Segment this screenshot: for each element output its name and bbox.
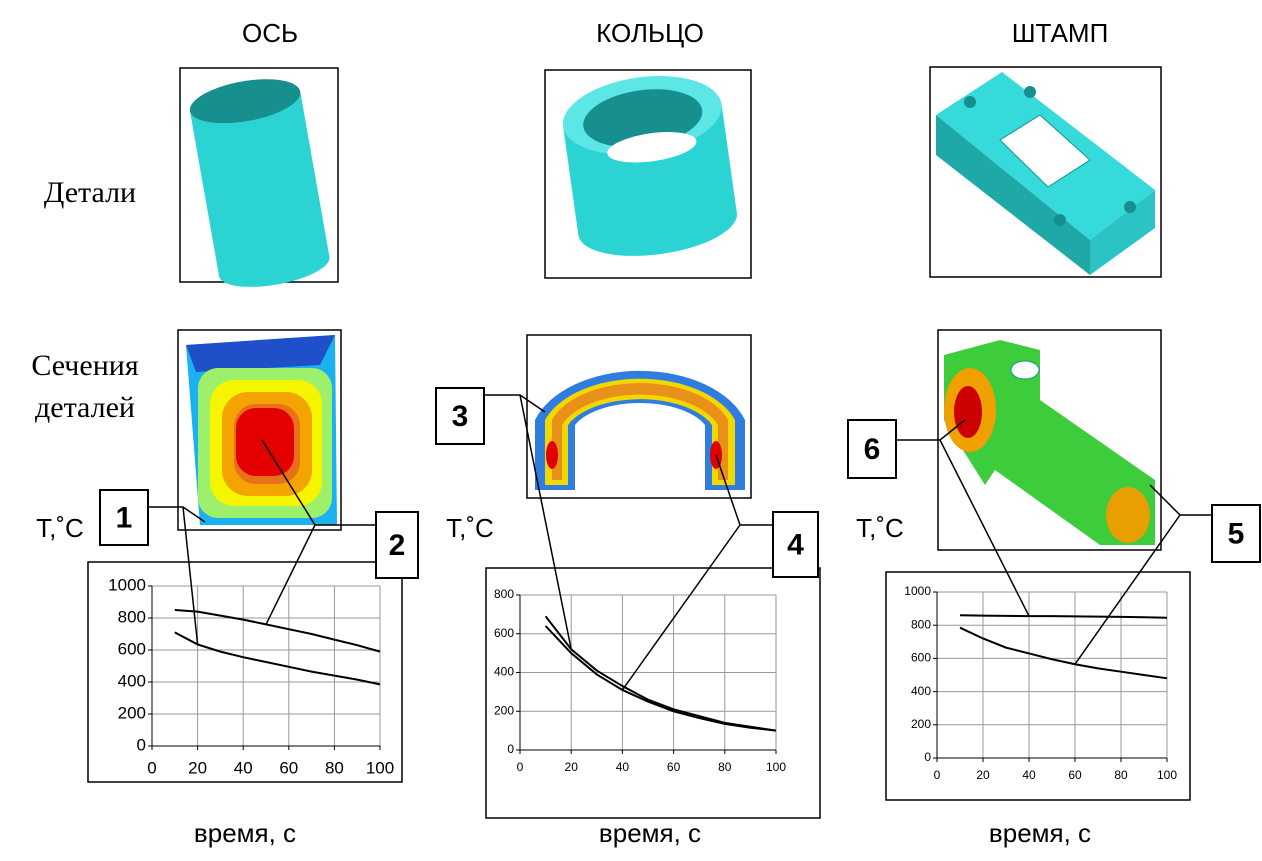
y-tick-label: 200 — [911, 717, 931, 731]
y-tick-label: 400 — [911, 684, 931, 698]
x-tick-label: 100 — [366, 758, 394, 777]
page: Детали Сечения деталей — [0, 0, 1262, 861]
x-tick-label: 100 — [766, 760, 786, 774]
column-title: ШТАМП — [1012, 18, 1109, 48]
y-tick-label: 600 — [118, 639, 146, 658]
y-tick-label: 200 — [118, 703, 146, 722]
section-die — [938, 330, 1161, 550]
x-tick-label: 0 — [934, 768, 941, 782]
x-tick-label: 40 — [234, 758, 253, 777]
x-tick-label: 20 — [976, 768, 990, 782]
x-tick-label: 20 — [565, 760, 579, 774]
y-tick-label: 800 — [911, 617, 931, 631]
y-tick-label: 800 — [494, 587, 514, 601]
column-title: ОСЬ — [242, 18, 298, 48]
y-axis-label: T,˚C — [856, 513, 904, 543]
x-tick-label: 60 — [667, 760, 681, 774]
callout-label: 2 — [389, 529, 406, 562]
y-tick-label: 0 — [507, 742, 514, 756]
figure: Детали Сечения деталей — [0, 0, 1262, 861]
part-die — [930, 67, 1161, 277]
part-ring — [545, 66, 751, 278]
callout-label: 4 — [787, 528, 804, 561]
x-tick-label: 80 — [718, 760, 732, 774]
x-tick-label: 60 — [279, 758, 298, 777]
chart-frame — [886, 572, 1190, 800]
section-ring — [527, 335, 751, 498]
x-axis-label: время, с — [194, 818, 296, 848]
row-label: Детали — [44, 176, 136, 209]
y-tick-label: 600 — [911, 651, 931, 665]
y-axis-label: T,˚C — [36, 513, 84, 543]
section-shaft — [178, 330, 341, 530]
x-tick-label: 100 — [1157, 768, 1177, 782]
chart-frame — [486, 568, 820, 818]
callout-label: 6 — [864, 433, 881, 466]
y-tick-label: 600 — [494, 626, 514, 640]
y-tick-label: 1000 — [904, 584, 931, 598]
x-axis-label: время, с — [989, 818, 1091, 848]
x-tick-label: 60 — [1068, 768, 1082, 782]
x-tick-label: 80 — [325, 758, 344, 777]
y-tick-label: 0 — [137, 735, 146, 754]
callout-label: 3 — [452, 400, 469, 433]
x-axis-label: время, с — [599, 818, 701, 848]
y-tick-label: 1000 — [108, 575, 146, 594]
y-tick-label: 400 — [118, 671, 146, 690]
y-tick-label: 0 — [924, 750, 931, 764]
callout-label: 5 — [1228, 517, 1245, 550]
part-shaft — [180, 68, 338, 294]
x-tick-label: 0 — [147, 758, 156, 777]
x-tick-label: 80 — [1114, 768, 1128, 782]
y-tick-label: 400 — [494, 665, 514, 679]
x-tick-label: 40 — [616, 760, 630, 774]
y-axis-label: T,˚C — [446, 513, 494, 543]
y-tick-label: 200 — [494, 703, 514, 717]
row-label: деталей — [35, 391, 135, 424]
x-tick-label: 40 — [1022, 768, 1036, 782]
x-tick-label: 0 — [517, 760, 524, 774]
y-tick-label: 800 — [118, 607, 146, 626]
x-tick-label: 20 — [188, 758, 207, 777]
row-label: Сечения — [31, 349, 138, 382]
column-title: КОЛЬЦО — [596, 18, 704, 48]
callout-label: 1 — [116, 501, 133, 534]
